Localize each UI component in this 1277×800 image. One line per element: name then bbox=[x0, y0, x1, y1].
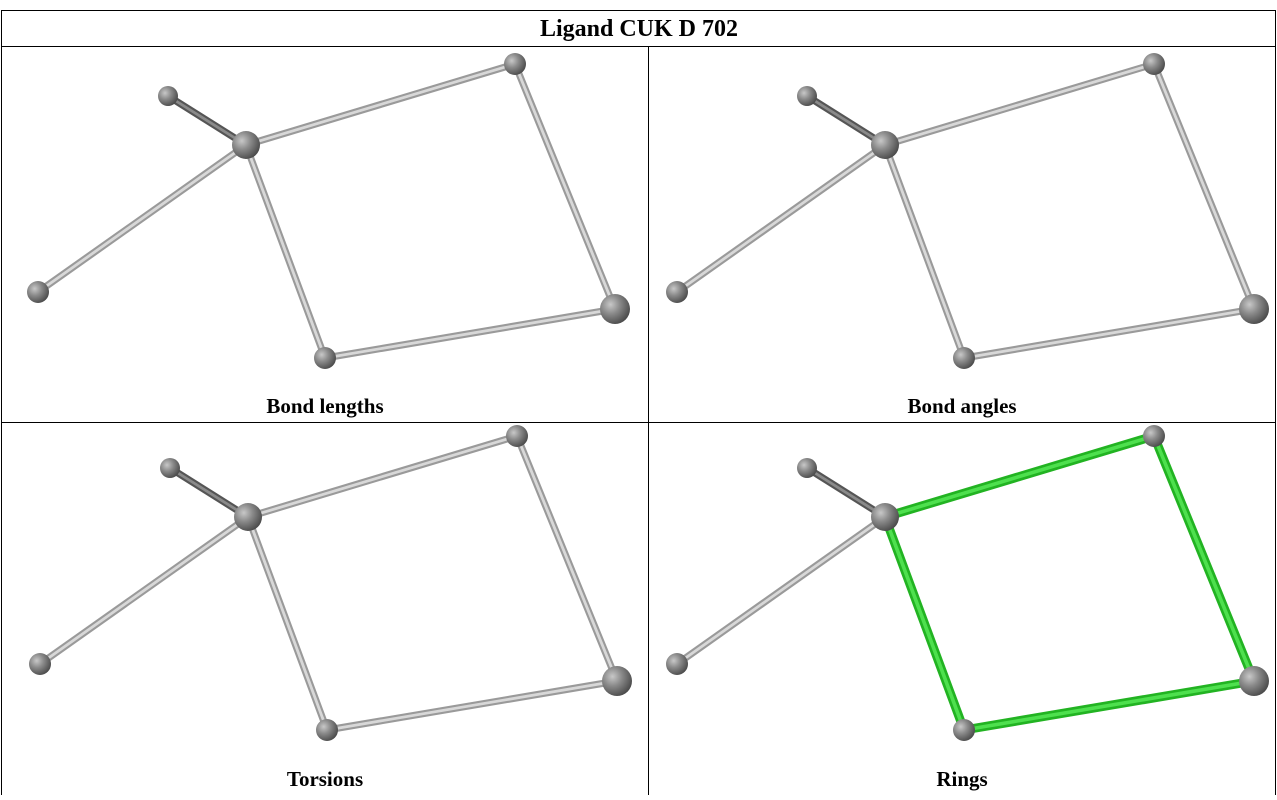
bond-highlight bbox=[38, 145, 246, 292]
bond-highlight bbox=[885, 436, 1154, 517]
atom bbox=[953, 347, 975, 369]
panel-caption: Rings bbox=[936, 767, 987, 791]
atom bbox=[797, 86, 817, 106]
atom bbox=[602, 666, 632, 696]
atom bbox=[871, 131, 899, 159]
bond-highlight bbox=[248, 517, 327, 730]
panel-caption: Bond angles bbox=[907, 394, 1016, 418]
bond-highlight bbox=[246, 64, 515, 145]
atom bbox=[1143, 425, 1165, 447]
molecule bbox=[666, 53, 1269, 369]
page: Ligand CUK D 702 Bond lengths Bond angles… bbox=[0, 0, 1277, 795]
bond-highlight bbox=[1154, 436, 1254, 681]
atom bbox=[27, 281, 49, 303]
molecule bbox=[666, 425, 1269, 741]
ligand-table: Ligand CUK D 702 Bond lengths Bond angles… bbox=[0, 0, 1277, 795]
bond-highlight bbox=[248, 436, 517, 517]
atom bbox=[666, 653, 688, 675]
atom bbox=[666, 281, 688, 303]
panel-caption: Torsions bbox=[287, 767, 363, 791]
bond-highlight bbox=[327, 681, 617, 730]
bond-highlight bbox=[40, 517, 248, 664]
table-borders bbox=[1, 10, 1276, 795]
table-title: Ligand CUK D 702 bbox=[540, 16, 738, 42]
atom bbox=[797, 458, 817, 478]
bond-highlight bbox=[246, 145, 325, 358]
atom bbox=[871, 503, 899, 531]
atom bbox=[1239, 294, 1269, 324]
atom bbox=[160, 458, 180, 478]
bond-highlight bbox=[517, 436, 617, 681]
atom bbox=[234, 503, 262, 531]
atom bbox=[1143, 53, 1165, 75]
atom bbox=[953, 719, 975, 741]
bond-highlight bbox=[677, 517, 885, 664]
atom bbox=[158, 86, 178, 106]
bond-highlight bbox=[964, 309, 1254, 358]
atom bbox=[1239, 666, 1269, 696]
molecule bbox=[27, 53, 630, 369]
atom bbox=[506, 425, 528, 447]
bond-highlight bbox=[885, 145, 964, 358]
bond-highlight bbox=[1154, 64, 1254, 309]
atom bbox=[29, 653, 51, 675]
bond-highlight bbox=[964, 681, 1254, 730]
atom bbox=[232, 131, 260, 159]
bond-highlight bbox=[325, 309, 615, 358]
panel-caption: Bond lengths bbox=[266, 394, 383, 418]
bond-highlight bbox=[885, 64, 1154, 145]
molecule bbox=[29, 425, 632, 741]
bond-highlight bbox=[677, 145, 885, 292]
atom bbox=[316, 719, 338, 741]
bond-highlight bbox=[885, 517, 964, 730]
bond-highlight bbox=[515, 64, 615, 309]
atom bbox=[600, 294, 630, 324]
atom bbox=[314, 347, 336, 369]
atom bbox=[504, 53, 526, 75]
